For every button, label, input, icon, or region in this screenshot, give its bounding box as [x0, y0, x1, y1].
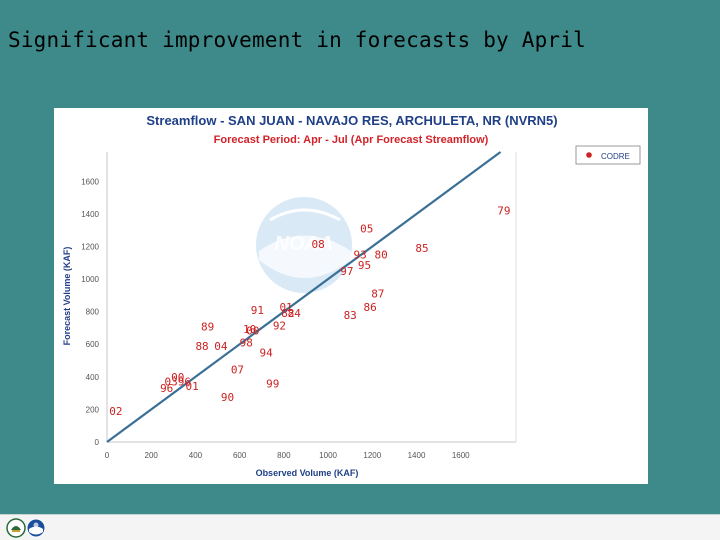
chart-title: Streamflow - SAN JUAN - NAVAJO RES, ARCH… — [146, 113, 557, 128]
data-point-label: 86 — [363, 301, 376, 314]
x-tick-label: 1600 — [452, 451, 470, 460]
x-axis-ticks: 0 200 400 600 800 1000 1200 1400 1600 — [105, 451, 470, 460]
data-point-label: 01 — [185, 380, 198, 393]
y-tick-label: 1200 — [81, 242, 99, 251]
x-tick-label: 0 — [105, 451, 110, 460]
x-tick-label: 200 — [145, 451, 159, 460]
data-point-label: 94 — [260, 346, 274, 359]
x-axis-label: Observed Volume (KAF) — [256, 468, 359, 478]
data-point-label: 83 — [344, 309, 357, 322]
footer-bar — [0, 514, 720, 540]
y-tick-label: 0 — [95, 438, 100, 447]
data-point-label: 85 — [415, 242, 428, 255]
x-tick-label: 800 — [277, 451, 291, 460]
data-point-label: 88 — [195, 340, 208, 353]
data-point-label: 07 — [231, 364, 244, 377]
data-point-label: 08 — [312, 238, 325, 251]
data-point-label: 95 — [358, 259, 371, 272]
data-point-label: 82 — [281, 307, 294, 320]
plot-frame — [106, 152, 517, 443]
data-point-label: 01 — [279, 301, 292, 314]
x-tick-label: 1400 — [408, 451, 426, 460]
data-point-label: 99 — [266, 377, 279, 390]
x-tick-label: 400 — [189, 451, 203, 460]
data-point-label: 02 — [109, 405, 122, 418]
noaa-logo-icon — [26, 518, 46, 538]
x-tick-label: 1200 — [363, 451, 381, 460]
y-tick-label: 1400 — [81, 210, 99, 219]
data-point-label: 96 — [160, 382, 173, 395]
x-tick-label: 600 — [233, 451, 247, 460]
data-point-label: 10 — [243, 323, 256, 336]
legend-label: CODRE — [601, 152, 630, 161]
data-point-label: 79 — [497, 205, 510, 218]
data-point-label: 84 — [288, 307, 302, 320]
data-point-label: 97 — [340, 265, 353, 278]
noaa-watermark — [256, 197, 352, 293]
chart-subtitle: Forecast Period: Apr - Jul (Apr Forecast… — [214, 134, 489, 146]
scatter-chart: NOAA Streamflow - SAN JUAN - NAVAJO RES,… — [62, 113, 641, 478]
y-axis-label: Forecast Volume (KAF) — [62, 247, 72, 346]
legend-marker — [586, 152, 592, 158]
data-point-label: 00 — [246, 324, 259, 337]
chart-panel: NOAA Streamflow - SAN JUAN - NAVAJO RES,… — [54, 108, 648, 484]
data-point-label: 98 — [240, 337, 253, 350]
data-point-label: 89 — [201, 320, 214, 333]
y-tick-label: 200 — [86, 405, 100, 414]
y-tick-label: 1600 — [81, 177, 99, 186]
y-tick-label: 1000 — [81, 275, 99, 284]
data-point-label: 00 — [171, 371, 184, 384]
data-point-label: 93 — [354, 249, 367, 262]
usda-logo-icon — [6, 518, 26, 538]
y-tick-label: 600 — [86, 340, 100, 349]
data-point-label: 04 — [214, 340, 228, 353]
legend: CODRE — [575, 145, 641, 165]
data-point-label: 90 — [221, 391, 234, 404]
slide-title: Significant improvement in forecasts by … — [8, 28, 586, 52]
one-to-one-line — [106, 151, 502, 443]
noaa-watermark-text: NOAA — [275, 233, 334, 255]
y-tick-label: 800 — [86, 308, 100, 317]
data-point-label: 80 — [375, 249, 388, 262]
data-point-label: 91 — [251, 304, 264, 317]
data-point-label: 96 — [178, 376, 191, 389]
data-point-label: 87 — [371, 288, 384, 301]
y-tick-label: 400 — [86, 373, 100, 382]
data-point-label: 05 — [360, 223, 373, 236]
y-axis-ticks: 0 200 400 600 800 1000 1200 1400 1600 — [81, 177, 99, 447]
x-tick-label: 1000 — [319, 451, 337, 460]
data-point-label: 03 — [164, 376, 177, 389]
data-point-label: 92 — [273, 320, 286, 333]
